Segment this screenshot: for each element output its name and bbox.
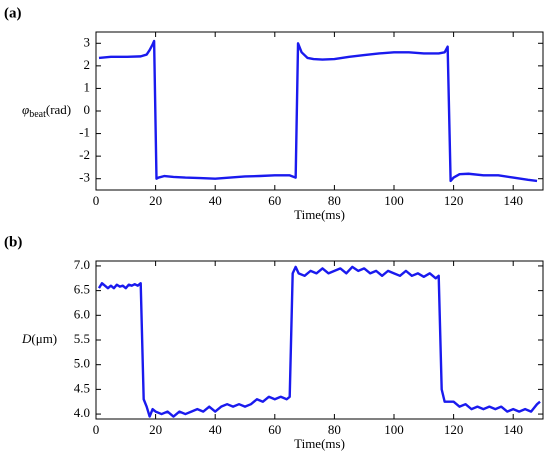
x-tick-label: 120 (444, 422, 464, 437)
x-tick-label: 0 (93, 422, 100, 437)
x-tick-label: 20 (149, 422, 162, 437)
y-axis-label: D(μm) (21, 331, 57, 346)
data-line (97, 265, 541, 418)
x-axis-label: Time(ms) (294, 207, 345, 222)
x-tick-label: 120 (444, 193, 464, 208)
subplot: (b) 0 20 40 60 80 100 120 140 4.0 4.5 5.0 5.5 6.0 6.5 7… (4, 234, 544, 451)
x-tick-label: 100 (384, 422, 404, 437)
y-tick-label: -2 (79, 147, 90, 162)
x-tick-label: 80 (328, 422, 341, 437)
x-tick-label: 60 (268, 422, 281, 437)
y-label-symbol: φ (22, 102, 29, 117)
subplot: (a) 0 20 40 60 80 100 120 140 -3 -2 -1 0 1 2 3 Time(ms) φ… (4, 5, 544, 222)
y-tick-label: 1 (84, 79, 91, 94)
y-tick-label: 5.5 (74, 331, 90, 346)
y-label-unit: (rad) (46, 102, 71, 117)
x-tick-label: 140 (503, 193, 523, 208)
panel-label: (a) (4, 5, 22, 21)
y-tick-label: 2 (84, 57, 91, 72)
y-tick-label: 6.0 (74, 306, 90, 321)
y-tick-label: 7.0 (74, 257, 90, 272)
x-tick-label: 40 (209, 193, 222, 208)
y-axis-label: φbeat(rad) (22, 102, 71, 120)
y-tick-label: -1 (79, 125, 90, 140)
y-label-symbol: D (21, 331, 32, 346)
data-line (98, 39, 538, 183)
y-tick-label: 4.5 (74, 380, 90, 395)
plot-frame (95, 260, 544, 420)
panel-label: (b) (4, 234, 22, 250)
x-tick-label: 20 (149, 193, 162, 208)
x-tick-label: 80 (328, 193, 341, 208)
y-label-unit: (μm) (31, 331, 57, 346)
y-tick-label: 5.0 (74, 356, 90, 371)
y-label-subscript: beat (29, 109, 46, 120)
x-tick-label: 140 (503, 422, 523, 437)
y-tick-label: 3 (84, 34, 91, 49)
x-tick-label: 60 (268, 193, 281, 208)
y-tick-label: 0 (84, 102, 91, 117)
plot-frame (95, 31, 544, 191)
y-tick-label: -3 (79, 170, 90, 185)
y-tick-label: 6.5 (74, 282, 90, 297)
x-tick-label: 40 (209, 422, 222, 437)
x-axis-label: Time(ms) (294, 436, 345, 451)
y-tick-label: 4.0 (74, 405, 90, 420)
x-tick-label: 100 (384, 193, 404, 208)
x-tick-label: 0 (93, 193, 100, 208)
